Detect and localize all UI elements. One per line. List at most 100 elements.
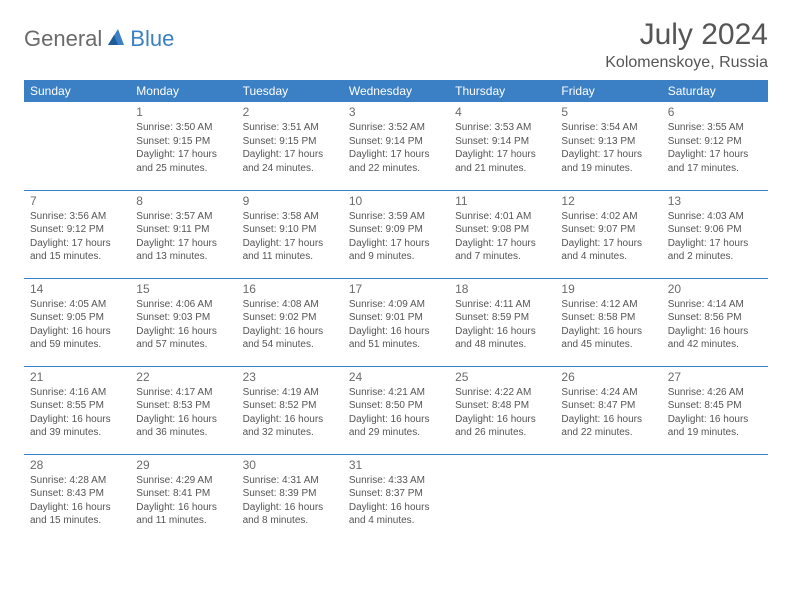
day-number: 26 [561, 369, 655, 385]
daylight-text: and 54 minutes. [243, 338, 337, 352]
calendar-day-cell: 22Sunrise: 4:17 AMSunset: 8:53 PMDayligh… [130, 366, 236, 454]
calendar-body: 1Sunrise: 3:50 AMSunset: 9:15 PMDaylight… [24, 102, 768, 542]
daylight-text: Daylight: 17 hours [668, 148, 762, 162]
sunset-text: Sunset: 8:39 PM [243, 487, 337, 501]
sunset-text: Sunset: 8:47 PM [561, 399, 655, 413]
daylight-text: Daylight: 17 hours [561, 148, 655, 162]
month-title: July 2024 [605, 18, 768, 52]
daylight-text: and 2 minutes. [668, 250, 762, 264]
day-number: 28 [30, 457, 124, 473]
sunset-text: Sunset: 8:48 PM [455, 399, 549, 413]
weekday-header: Sunday [24, 80, 130, 102]
day-number: 20 [668, 281, 762, 297]
calendar-day-cell: 15Sunrise: 4:06 AMSunset: 9:03 PMDayligh… [130, 278, 236, 366]
daylight-text: and 22 minutes. [561, 426, 655, 440]
daylight-text: Daylight: 16 hours [668, 413, 762, 427]
calendar-day-cell: 28Sunrise: 4:28 AMSunset: 8:43 PMDayligh… [24, 454, 130, 542]
sunset-text: Sunset: 9:14 PM [455, 135, 549, 149]
calendar-day-cell: 1Sunrise: 3:50 AMSunset: 9:15 PMDaylight… [130, 102, 236, 190]
daylight-text: and 9 minutes. [349, 250, 443, 264]
sunrise-text: Sunrise: 4:19 AM [243, 386, 337, 400]
sunrise-text: Sunrise: 4:17 AM [136, 386, 230, 400]
day-number: 14 [30, 281, 124, 297]
sunset-text: Sunset: 9:15 PM [243, 135, 337, 149]
daylight-text: and 36 minutes. [136, 426, 230, 440]
sunrise-text: Sunrise: 3:50 AM [136, 121, 230, 135]
daylight-text: and 21 minutes. [455, 162, 549, 176]
daylight-text: and 15 minutes. [30, 514, 124, 528]
daylight-text: Daylight: 17 hours [349, 148, 443, 162]
sunrise-text: Sunrise: 3:52 AM [349, 121, 443, 135]
calendar-table: Sunday Monday Tuesday Wednesday Thursday… [24, 80, 768, 542]
daylight-text: Daylight: 16 hours [455, 325, 549, 339]
calendar-week-row: 21Sunrise: 4:16 AMSunset: 8:55 PMDayligh… [24, 366, 768, 454]
daylight-text: and 22 minutes. [349, 162, 443, 176]
daylight-text: Daylight: 16 hours [349, 501, 443, 515]
daylight-text: Daylight: 17 hours [243, 237, 337, 251]
weekday-header: Wednesday [343, 80, 449, 102]
calendar-day-cell: 2Sunrise: 3:51 AMSunset: 9:15 PMDaylight… [237, 102, 343, 190]
sunset-text: Sunset: 9:02 PM [243, 311, 337, 325]
sunrise-text: Sunrise: 4:21 AM [349, 386, 443, 400]
daylight-text: and 48 minutes. [455, 338, 549, 352]
location: Kolomenskoye, Russia [605, 54, 768, 72]
daylight-text: Daylight: 17 hours [349, 237, 443, 251]
daylight-text: and 19 minutes. [561, 162, 655, 176]
calendar-day-cell: 19Sunrise: 4:12 AMSunset: 8:58 PMDayligh… [555, 278, 661, 366]
calendar-day-cell: 5Sunrise: 3:54 AMSunset: 9:13 PMDaylight… [555, 102, 661, 190]
sunset-text: Sunset: 9:15 PM [136, 135, 230, 149]
day-number: 22 [136, 369, 230, 385]
daylight-text: Daylight: 16 hours [243, 325, 337, 339]
sunrise-text: Sunrise: 4:05 AM [30, 298, 124, 312]
logo-sail-icon [106, 27, 126, 52]
sunset-text: Sunset: 8:53 PM [136, 399, 230, 413]
sunset-text: Sunset: 9:09 PM [349, 223, 443, 237]
sunset-text: Sunset: 9:06 PM [668, 223, 762, 237]
logo: General Blue [24, 18, 174, 52]
sunset-text: Sunset: 9:01 PM [349, 311, 443, 325]
sunrise-text: Sunrise: 4:02 AM [561, 210, 655, 224]
day-number: 2 [243, 104, 337, 120]
day-number: 11 [455, 193, 549, 209]
calendar-day-cell: 25Sunrise: 4:22 AMSunset: 8:48 PMDayligh… [449, 366, 555, 454]
day-number: 17 [349, 281, 443, 297]
daylight-text: Daylight: 17 hours [668, 237, 762, 251]
daylight-text: and 19 minutes. [668, 426, 762, 440]
daylight-text: Daylight: 16 hours [349, 325, 443, 339]
calendar-week-row: 28Sunrise: 4:28 AMSunset: 8:43 PMDayligh… [24, 454, 768, 542]
sunrise-text: Sunrise: 4:11 AM [455, 298, 549, 312]
calendar-day-cell: 10Sunrise: 3:59 AMSunset: 9:09 PMDayligh… [343, 190, 449, 278]
weekday-header: Saturday [662, 80, 768, 102]
sunset-text: Sunset: 8:52 PM [243, 399, 337, 413]
calendar-day-cell: 18Sunrise: 4:11 AMSunset: 8:59 PMDayligh… [449, 278, 555, 366]
daylight-text: and 45 minutes. [561, 338, 655, 352]
daylight-text: and 4 minutes. [349, 514, 443, 528]
sunrise-text: Sunrise: 3:53 AM [455, 121, 549, 135]
day-number: 21 [30, 369, 124, 385]
sunrise-text: Sunrise: 4:31 AM [243, 474, 337, 488]
sunrise-text: Sunrise: 3:58 AM [243, 210, 337, 224]
day-number: 5 [561, 104, 655, 120]
calendar-day-cell: 29Sunrise: 4:29 AMSunset: 8:41 PMDayligh… [130, 454, 236, 542]
daylight-text: Daylight: 17 hours [561, 237, 655, 251]
daylight-text: and 13 minutes. [136, 250, 230, 264]
day-number: 23 [243, 369, 337, 385]
sunrise-text: Sunrise: 4:01 AM [455, 210, 549, 224]
day-number: 18 [455, 281, 549, 297]
calendar-day-cell: 27Sunrise: 4:26 AMSunset: 8:45 PMDayligh… [662, 366, 768, 454]
daylight-text: Daylight: 16 hours [136, 501, 230, 515]
day-number: 31 [349, 457, 443, 473]
sunrise-text: Sunrise: 3:59 AM [349, 210, 443, 224]
daylight-text: and 11 minutes. [136, 514, 230, 528]
calendar-day-cell: 14Sunrise: 4:05 AMSunset: 9:05 PMDayligh… [24, 278, 130, 366]
day-number: 3 [349, 104, 443, 120]
day-number: 6 [668, 104, 762, 120]
sunrise-text: Sunrise: 3:55 AM [668, 121, 762, 135]
sunrise-text: Sunrise: 4:24 AM [561, 386, 655, 400]
daylight-text: and 7 minutes. [455, 250, 549, 264]
daylight-text: Daylight: 16 hours [30, 501, 124, 515]
day-number: 7 [30, 193, 124, 209]
sunrise-text: Sunrise: 4:09 AM [349, 298, 443, 312]
daylight-text: and 59 minutes. [30, 338, 124, 352]
day-number: 12 [561, 193, 655, 209]
